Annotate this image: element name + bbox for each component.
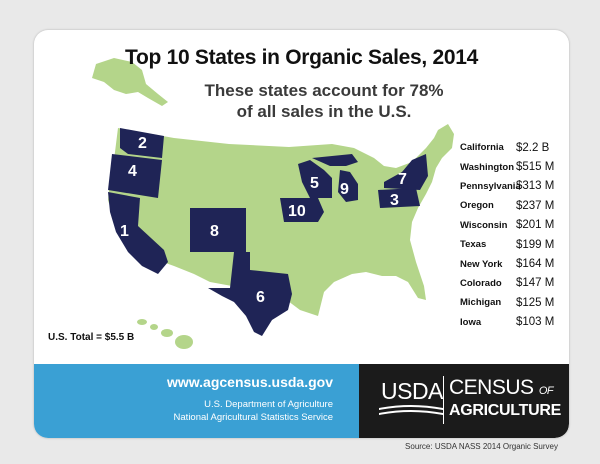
state-continental-base: [108, 124, 454, 316]
legend-state: Iowa: [460, 316, 482, 328]
legend-row: Wisconsin $201 M: [460, 216, 569, 235]
legend-value: $164 M: [516, 258, 555, 271]
legend-state: Oregon: [460, 200, 494, 212]
footer-blue-panel: www.agcensus.usda.gov U.S. Department of…: [34, 364, 359, 438]
legend-value: $201 M: [516, 219, 555, 232]
subtitle-line-2: of all sales in the U.S.: [236, 102, 412, 121]
legend-row: Texas $199 M: [460, 235, 569, 254]
state-california: [108, 192, 168, 274]
legend-state: Texas: [460, 239, 487, 251]
infographic-card: 1 2 3 4 5 6 7 8 9 10 Top 10 States in Or…: [34, 30, 569, 438]
legend-row: California $2.2 B: [460, 138, 569, 157]
state-label-michigan: 9: [340, 181, 349, 198]
state-michigan: [312, 154, 358, 202]
state-label-texas: 6: [256, 289, 265, 306]
website-link[interactable]: www.agcensus.usda.gov: [167, 374, 333, 390]
us-map: 1 2 3 4 5 6 7 8 9 10: [92, 58, 454, 349]
legend-value: $147 M: [516, 277, 555, 290]
us-total: U.S. Total = $5.5 B: [48, 332, 135, 343]
state-washington: [120, 128, 164, 158]
legend-row: Oregon $237 M: [460, 196, 569, 215]
state-new-york: [384, 154, 428, 190]
state-oregon: [108, 154, 162, 198]
legend-state: Michigan: [460, 297, 502, 309]
legend-value: $103 M: [516, 316, 555, 329]
state-label-washington: 2: [138, 135, 147, 152]
dept-line-2: National Agricultural Statistics Service: [173, 412, 333, 423]
state-label-iowa: 10: [288, 203, 306, 220]
census-logo-panel: USDA CENSUS OF AGRICULTURE: [359, 364, 569, 438]
state-label-oregon: 4: [128, 163, 137, 180]
state-label-colorado: 8: [210, 223, 219, 240]
state-wisconsin: [298, 160, 332, 198]
usda-logo-text: USDA: [381, 378, 443, 404]
state-label-california: 1: [120, 223, 129, 240]
state-label-wisconsin: 5: [310, 175, 319, 192]
dept-line-1: U.S. Department of Agriculture: [204, 399, 333, 410]
state-iowa: [280, 198, 324, 222]
census-word: CENSUS: [449, 376, 534, 399]
state-hawaii: [137, 319, 193, 349]
legend-state: Washington: [460, 161, 514, 173]
legend-row: New York $164 M: [460, 254, 569, 273]
legend-state: California: [460, 142, 504, 154]
legend-value: $313 M: [516, 180, 555, 193]
state-label-new-york: 7: [398, 171, 407, 188]
legend-value: $2.2 B: [516, 141, 550, 154]
legend-state: New York: [460, 258, 503, 270]
usda-logo-icon: [379, 405, 443, 415]
state-colorado: [190, 208, 246, 252]
source-note: Source: USDA NASS 2014 Organic Survey: [405, 442, 558, 451]
state-alaska: [92, 58, 168, 106]
legend-state: Pennsylvania: [460, 180, 521, 192]
logo-divider: [443, 376, 444, 424]
legend-state: Colorado: [460, 277, 502, 289]
legend-row: Colorado $147 M: [460, 274, 569, 293]
legend-value: $199 M: [516, 238, 555, 251]
legend-value: $237 M: [516, 199, 555, 212]
legend-row: Washington $515 M: [460, 157, 569, 176]
state-texas: [208, 252, 292, 336]
subtitle-line-1: These states account for 78%: [204, 81, 444, 100]
department-text: U.S. Department of Agriculture National …: [174, 398, 333, 424]
legend-row: Iowa $103 M: [460, 313, 569, 332]
legend-state: Wisconsin: [460, 219, 508, 231]
legend-value: $515 M: [516, 161, 555, 174]
agriculture-logo-text: AGRICULTURE: [449, 402, 561, 419]
state-label-pennsylvania: 3: [390, 192, 399, 209]
page-subtitle: These states account for 78% of all sale…: [184, 80, 464, 122]
census-logo-text: CENSUS OF: [449, 376, 554, 400]
legend-value: $125 M: [516, 296, 555, 309]
page-title: Top 10 States in Organic Sales, 2014: [125, 46, 478, 69]
sales-legend: California $2.2 B Washington $515 M Pennsy…: [460, 138, 569, 332]
state-pennsylvania: [378, 188, 420, 208]
legend-row: Michigan $125 M: [460, 293, 569, 312]
legend-row: Pennsylvania $313 M: [460, 177, 569, 196]
census-of: OF: [538, 385, 554, 397]
